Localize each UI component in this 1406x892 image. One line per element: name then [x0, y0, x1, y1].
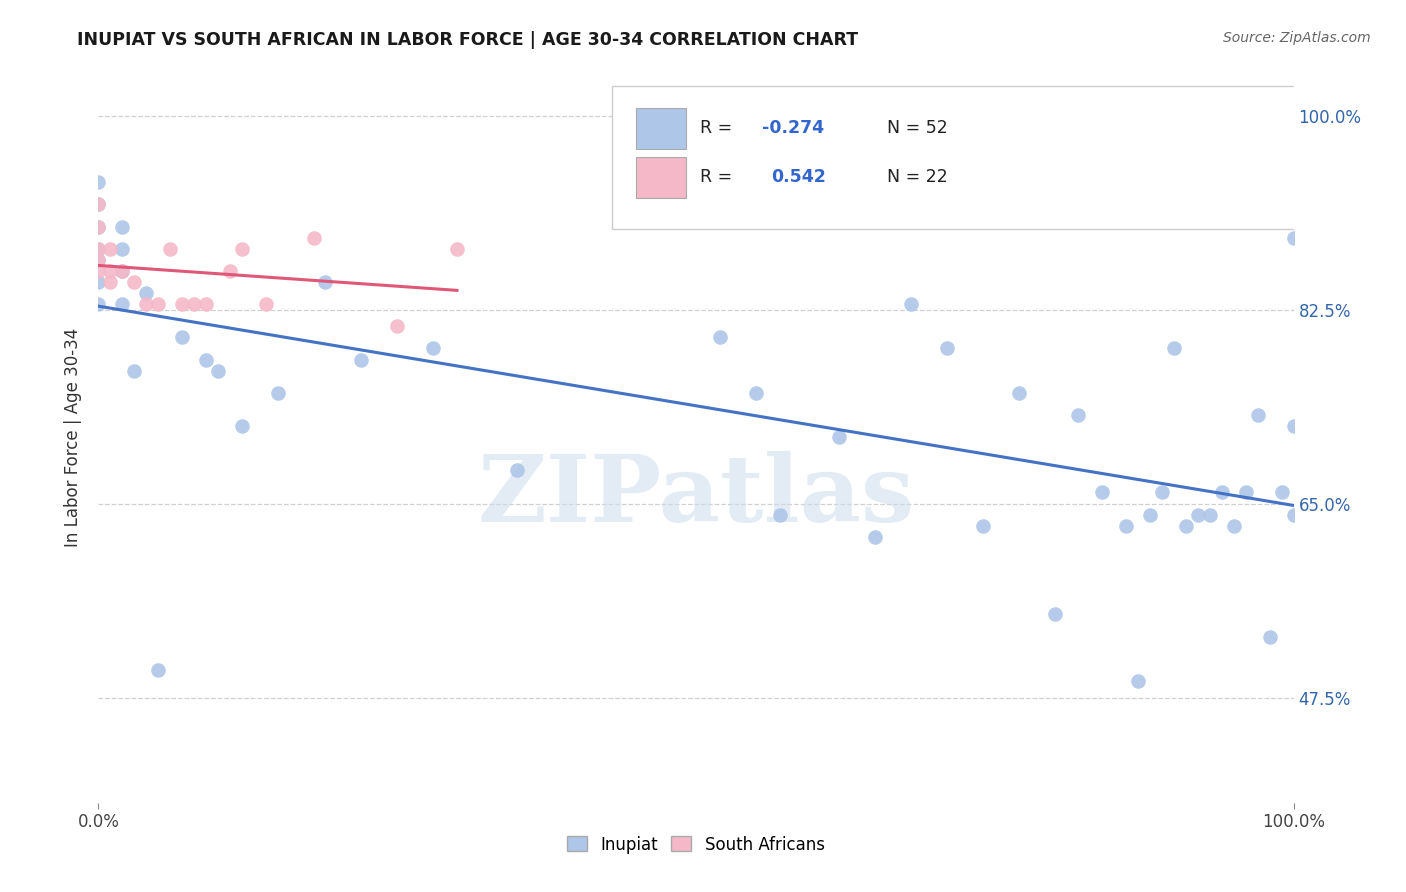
Point	[124, 275, 146, 289]
Point	[172, 297, 194, 311]
Point	[828, 430, 851, 444]
Point	[159, 242, 181, 256]
Point	[1128, 673, 1150, 688]
Text: ZIPatlas: ZIPatlas	[478, 450, 914, 541]
Point	[172, 330, 194, 344]
Legend: Inupiat, South Africans: Inupiat, South Africans	[561, 829, 831, 860]
Point	[1234, 485, 1257, 500]
Point	[1223, 518, 1246, 533]
Text: N = 22: N = 22	[887, 169, 948, 186]
Point	[1139, 508, 1161, 522]
Point	[422, 342, 444, 356]
Point	[207, 363, 229, 377]
Point	[1152, 485, 1174, 500]
Point	[385, 319, 409, 334]
Text: 0.542: 0.542	[772, 169, 827, 186]
Point	[195, 297, 218, 311]
Point	[148, 663, 170, 677]
Point	[87, 252, 110, 267]
Point	[302, 230, 325, 244]
Text: N = 52: N = 52	[887, 120, 948, 137]
Point	[506, 463, 529, 477]
Text: Source: ZipAtlas.com: Source: ZipAtlas.com	[1223, 31, 1371, 45]
Point	[87, 175, 110, 189]
Point	[87, 275, 110, 289]
Point	[768, 508, 790, 522]
Point	[745, 385, 768, 400]
Text: R =: R =	[700, 120, 737, 137]
Point	[900, 297, 922, 311]
Point	[98, 275, 122, 289]
Point	[87, 219, 110, 234]
Point	[865, 530, 887, 544]
Point	[87, 297, 110, 311]
Point	[183, 297, 205, 311]
Point	[111, 264, 134, 278]
Text: INUPIAT VS SOUTH AFRICAN IN LABOR FORCE | AGE 30-34 CORRELATION CHART: INUPIAT VS SOUTH AFRICAN IN LABOR FORCE …	[77, 31, 859, 49]
Point	[124, 363, 146, 377]
Point	[87, 264, 110, 278]
Y-axis label: In Labor Force | Age 30-34: In Labor Force | Age 30-34	[65, 327, 83, 547]
Point	[111, 297, 134, 311]
Point	[267, 385, 290, 400]
Point	[1175, 518, 1198, 533]
Point	[1115, 518, 1137, 533]
Point	[195, 352, 218, 367]
Text: R =: R =	[700, 169, 742, 186]
Text: -0.274: -0.274	[762, 120, 824, 137]
Point	[135, 297, 157, 311]
Point	[219, 264, 242, 278]
Point	[98, 264, 122, 278]
Point	[1271, 485, 1294, 500]
Point	[111, 242, 134, 256]
FancyBboxPatch shape	[637, 108, 686, 149]
Point	[315, 275, 337, 289]
Point	[1282, 230, 1305, 244]
Point	[1043, 607, 1066, 622]
Point	[446, 242, 468, 256]
Point	[254, 297, 277, 311]
Point	[1199, 508, 1222, 522]
FancyBboxPatch shape	[637, 157, 686, 197]
Point	[87, 219, 110, 234]
Point	[936, 342, 959, 356]
Point	[1163, 342, 1185, 356]
Point	[87, 242, 110, 256]
Point	[148, 297, 170, 311]
Point	[350, 352, 373, 367]
Point	[87, 197, 110, 211]
Point	[1282, 419, 1305, 434]
Point	[98, 242, 122, 256]
Point	[972, 518, 994, 533]
Point	[1091, 485, 1114, 500]
Point	[87, 242, 110, 256]
FancyBboxPatch shape	[613, 86, 1306, 228]
Point	[231, 419, 253, 434]
Point	[111, 219, 134, 234]
Point	[1008, 385, 1031, 400]
Point	[1187, 508, 1209, 522]
Point	[87, 197, 110, 211]
Point	[1247, 408, 1270, 422]
Point	[1211, 485, 1233, 500]
Point	[1067, 408, 1090, 422]
Point	[231, 242, 253, 256]
Point	[111, 264, 134, 278]
Point	[135, 285, 157, 300]
Point	[1282, 508, 1305, 522]
Point	[87, 252, 110, 267]
Point	[709, 330, 731, 344]
Point	[1258, 630, 1281, 644]
